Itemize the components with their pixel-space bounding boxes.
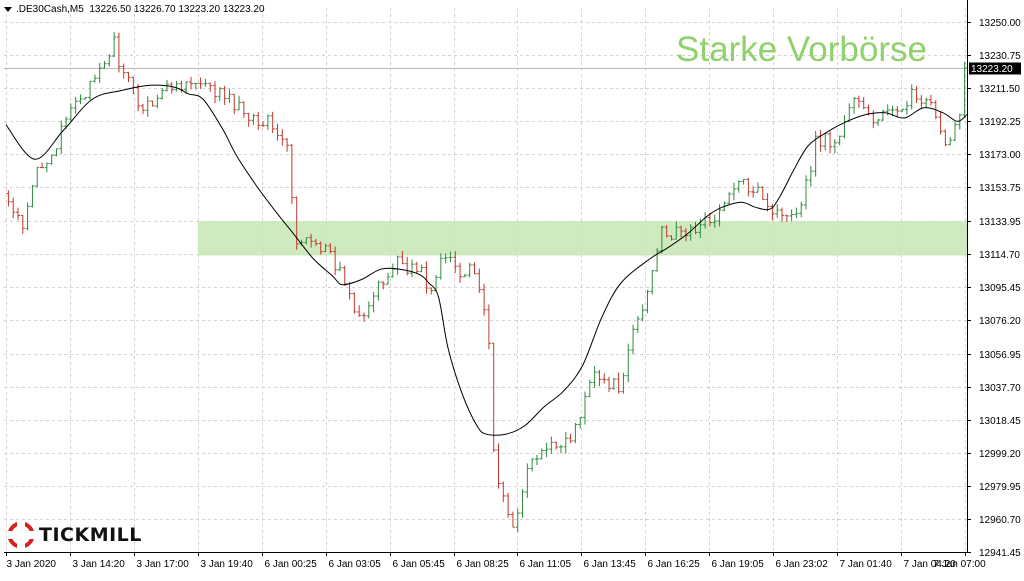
y-tick-label: 13114.70 [979, 250, 1020, 261]
y-tick-label: 12941.45 [979, 548, 1021, 559]
x-tick-label: 6 Jan 16:25 [648, 559, 701, 570]
x-tick-label: 6 Jan 23:02 [776, 559, 829, 570]
ohlc-values: 13226.50 13226.70 13223.20 13223.20 [89, 4, 265, 15]
x-tick-label: 3 Jan 14:20 [73, 559, 126, 570]
brand-logo: TICKMILL [8, 522, 142, 548]
resistance-zone [197, 221, 968, 256]
moving-average-line [5, 84, 968, 436]
y-tick-label: 13133.95 [979, 217, 1021, 228]
grid [4, 8, 967, 553]
x-tick-label: 7 Jan 07:00 [933, 559, 986, 570]
candlestick-series [6, 32, 967, 533]
x-tick-label: 6 Jan 03:05 [329, 559, 382, 570]
y-tick-label: 13056.95 [979, 350, 1021, 361]
x-tick-label: 7 Jan 04:20 [904, 559, 957, 570]
y-tick-label: 12960.70 [979, 515, 1021, 526]
y-tick-label: 13230.75 [979, 51, 1021, 62]
x-tick-label: 6 Jan 05:45 [393, 559, 446, 570]
x-tick-label: 6 Jan 00:25 [265, 559, 318, 570]
moving-average-layer [5, 84, 968, 436]
x-tick-label: 3 Jan 19:40 [201, 559, 254, 570]
chart-header: .DE30Cash,M5 13226.50 13226.70 13223.20 … [4, 4, 265, 15]
axes [4, 0, 971, 556]
resistance-zone-layer [197, 221, 968, 256]
y-tick-label: 12979.95 [979, 482, 1021, 493]
y-tick-label: 13173.00 [979, 150, 1021, 161]
x-tick-label: 6 Jan 11:05 [520, 559, 572, 570]
tickmill-logo-icon [8, 522, 34, 548]
y-tick-label: 12999.20 [979, 449, 1021, 460]
current-price-box [969, 62, 1021, 75]
x-tick-label: 7 Jan 01:40 [840, 559, 893, 570]
symbol-label: .DE30Cash,M5 [16, 4, 84, 15]
y-tick-label: 13037.70 [979, 383, 1021, 394]
y-tick-label: 13153.75 [979, 183, 1021, 194]
x-tick-label: 6 Jan 13:45 [584, 559, 637, 570]
y-tick-label: 13250.00 [979, 18, 1021, 29]
y-tick-label: 13076.20 [979, 316, 1021, 327]
y-tick-label: 13211.50 [979, 84, 1020, 95]
annotation-text: Starke Vorbörse [676, 30, 927, 69]
y-tick-label: 13018.45 [979, 416, 1021, 427]
x-tick-label: 3 Jan 2020 [7, 559, 57, 570]
axis-labels: 13250.00 13230.75 13211.50 13192.25 13173.00… [7, 18, 1022, 570]
brand-name: TICKMILL [39, 524, 142, 546]
x-tick-label: 6 Jan 19:05 [712, 559, 765, 570]
x-tick-label: 3 Jan 17:00 [137, 559, 190, 570]
y-tick-label: 13095.45 [979, 283, 1021, 294]
current-price-label: 13223.20 [971, 64, 1013, 75]
dropdown-triangle-icon[interactable] [4, 6, 12, 12]
y-tick-label: 13192.25 [979, 117, 1021, 128]
x-tick-label: 6 Jan 08:25 [457, 559, 510, 570]
